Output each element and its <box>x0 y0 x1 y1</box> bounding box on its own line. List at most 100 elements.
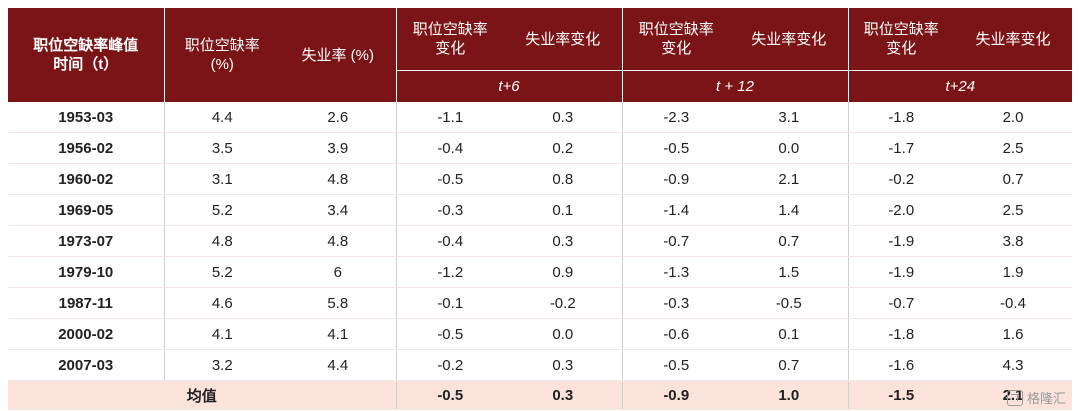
cell-date: 1979-10 <box>8 256 164 288</box>
table-row: 1956-02 3.5 3.9 -0.4 0.2 -0.5 0.0 -1.7 2.5 <box>8 132 1072 164</box>
average-u12: 1.0 <box>730 380 848 410</box>
cell-vac-change-12: -0.5 <box>621 349 730 381</box>
cell-vacancy: 4.8 <box>163 225 280 257</box>
watermark: 格隆汇 <box>1006 388 1066 407</box>
average-row: 均值 -0.5 0.3 -0.9 1.0 -1.5 2.1 <box>8 380 1072 410</box>
cell-vacancy: 4.1 <box>163 318 280 350</box>
cell-vac-change-6: -0.5 <box>395 318 504 350</box>
cell-vac-change-6: -0.2 <box>395 349 504 381</box>
cell-vac-change-24: -1.7 <box>847 132 954 164</box>
cell-vac-change-24: -0.2 <box>847 163 954 195</box>
cell-unemp-change-12: 0.7 <box>730 349 848 381</box>
cell-unemployment: 3.9 <box>280 132 396 164</box>
cell-unemp-change-12: 3.1 <box>730 102 848 133</box>
average-u6: 0.3 <box>504 380 622 410</box>
cell-unemp-change-6: 0.8 <box>504 163 622 195</box>
cell-vac-change-6: -0.4 <box>395 225 504 257</box>
cell-vacancy: 4.6 <box>163 287 280 319</box>
table-row: 1979-10 5.2 6 -1.2 0.9 -1.3 1.5 -1.9 1.9 <box>8 256 1072 288</box>
cell-vac-change-24: -1.6 <box>847 349 954 381</box>
cell-vac-change-12: -0.5 <box>621 132 730 164</box>
cell-vacancy: 3.5 <box>163 132 280 164</box>
cell-vac-change-24: -1.9 <box>847 225 954 257</box>
cell-date: 1969-05 <box>8 194 164 226</box>
average-v24: -1.5 <box>847 380 954 410</box>
cell-unemp-change-24: 1.6 <box>954 318 1072 350</box>
cell-unemp-change-6: 0.3 <box>504 225 622 257</box>
cell-unemployment: 6 <box>280 256 396 288</box>
cell-unemp-change-6: 0.3 <box>504 102 622 133</box>
cell-unemp-change-6: -0.2 <box>504 287 622 319</box>
cell-date: 2000-02 <box>8 318 164 350</box>
cell-unemployment: 4.1 <box>280 318 396 350</box>
cell-vacancy: 3.1 <box>163 163 280 195</box>
table-row: 1969-05 5.2 3.4 -0.3 0.1 -1.4 1.4 -2.0 2.5 <box>8 194 1072 226</box>
cell-unemp-change-24: 1.9 <box>954 256 1072 288</box>
cell-vac-change-12: -0.6 <box>621 318 730 350</box>
cell-unemp-change-24: 3.8 <box>954 225 1072 257</box>
data-table: 职位空缺率峰值 时间（t） 职位空缺率 (%) 失业率 (%) 职位空缺率 变化… <box>8 8 1072 410</box>
cell-vacancy: 5.2 <box>163 256 280 288</box>
cell-unemployment: 4.8 <box>280 163 396 195</box>
cell-vac-change-6: -1.2 <box>395 256 504 288</box>
cell-unemp-change-24: 4.3 <box>954 349 1072 381</box>
cell-unemp-change-6: 0.2 <box>504 132 622 164</box>
cell-unemployment: 2.6 <box>280 102 396 133</box>
cell-vac-change-6: -0.4 <box>395 132 504 164</box>
cell-date: 1953-03 <box>8 102 164 133</box>
cell-vac-change-6: -0.1 <box>395 287 504 319</box>
cell-vac-change-12: -2.3 <box>621 102 730 133</box>
cell-unemp-change-6: 0.3 <box>504 349 622 381</box>
cell-vac-change-12: -1.4 <box>621 194 730 226</box>
header-unemp-change-12: 失业率变化 <box>730 8 848 71</box>
table-row: 2000-02 4.1 4.1 -0.5 0.0 -0.6 0.1 -1.8 1.6 <box>8 318 1072 350</box>
cell-vac-change-24: -1.9 <box>847 256 954 288</box>
table-header: 职位空缺率峰值 时间（t） 职位空缺率 (%) 失业率 (%) 职位空缺率 变化… <box>8 8 1072 102</box>
average-label: 均值 <box>8 380 396 410</box>
header-unemp-change-6: 失业率变化 <box>504 8 622 71</box>
cell-date: 1956-02 <box>8 132 164 164</box>
table-row: 1953-03 4.4 2.6 -1.1 0.3 -2.3 3.1 -1.8 2.0 <box>8 102 1072 133</box>
cell-vac-change-24: -1.8 <box>847 318 954 350</box>
cell-unemp-change-12: 1.4 <box>730 194 848 226</box>
cell-vac-change-12: -0.9 <box>621 163 730 195</box>
average-v12: -0.9 <box>621 380 730 410</box>
cell-unemp-change-6: 0.1 <box>504 194 622 226</box>
cell-unemp-change-24: -0.4 <box>954 287 1072 319</box>
cell-unemp-change-12: 2.1 <box>730 163 848 195</box>
cell-date: 1960-02 <box>8 163 164 195</box>
cell-vacancy: 5.2 <box>163 194 280 226</box>
cell-unemployment: 3.4 <box>280 194 396 226</box>
cell-vac-change-12: -1.3 <box>621 256 730 288</box>
cell-vac-change-6: -0.3 <box>395 194 504 226</box>
table-body: 1953-03 4.4 2.6 -1.1 0.3 -2.3 3.1 -1.8 2.0 1956-0… <box>8 102 1072 410</box>
table-row: 2007-03 3.2 4.4 -0.2 0.3 -0.5 0.7 -1.6 4.3 <box>8 349 1072 381</box>
cell-unemp-change-12: -0.5 <box>730 287 848 319</box>
table-row: 1973-07 4.8 4.8 -0.4 0.3 -0.7 0.7 -1.9 3.8 <box>8 225 1072 257</box>
average-v6: -0.5 <box>395 380 504 410</box>
cell-unemp-change-24: 2.0 <box>954 102 1072 133</box>
header-vac-change-12: 职位空缺率 变化 <box>621 8 730 71</box>
period-t6: t+6 <box>395 70 622 102</box>
cell-date: 1987-11 <box>8 287 164 319</box>
cell-vacancy: 3.2 <box>163 349 280 381</box>
period-t24: t+24 <box>847 70 1072 102</box>
header-unemp-change-24: 失业率变化 <box>954 8 1072 71</box>
logo-icon <box>1006 389 1023 406</box>
cell-unemployment: 4.4 <box>280 349 396 381</box>
cell-unemp-change-6: 0.9 <box>504 256 622 288</box>
cell-unemployment: 4.8 <box>280 225 396 257</box>
cell-vac-change-12: -0.7 <box>621 225 730 257</box>
cell-vac-change-6: -1.1 <box>395 102 504 133</box>
cell-unemp-change-12: 0.0 <box>730 132 848 164</box>
table-row: 1960-02 3.1 4.8 -0.5 0.8 -0.9 2.1 -0.2 0.7 <box>8 163 1072 195</box>
header-vac-change-24: 职位空缺率 变化 <box>847 8 954 71</box>
cell-unemp-change-6: 0.0 <box>504 318 622 350</box>
cell-unemployment: 5.8 <box>280 287 396 319</box>
cell-date: 1973-07 <box>8 225 164 257</box>
cell-unemp-change-24: 2.5 <box>954 132 1072 164</box>
cell-date: 2007-03 <box>8 349 164 381</box>
cell-unemp-change-12: 0.1 <box>730 318 848 350</box>
header-vacancy: 职位空缺率 (%) <box>163 8 280 102</box>
